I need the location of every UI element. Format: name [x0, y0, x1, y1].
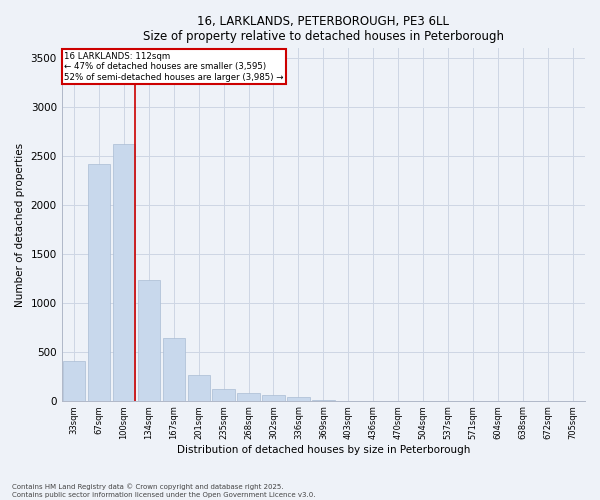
Y-axis label: Number of detached properties: Number of detached properties [15, 142, 25, 306]
Bar [63, 362, 85, 401]
Bar [287, 397, 310, 400]
Bar [163, 338, 185, 400]
X-axis label: Distribution of detached houses by size in Peterborough: Distribution of detached houses by size … [176, 445, 470, 455]
Title: 16, LARKLANDS, PETERBOROUGH, PE3 6LL
Size of property relative to detached house: 16, LARKLANDS, PETERBOROUGH, PE3 6LL Siz… [143, 15, 504, 43]
Bar [88, 164, 110, 400]
Text: 16 LARKLANDS: 112sqm
← 47% of detached houses are smaller (3,595)
52% of semi-de: 16 LARKLANDS: 112sqm ← 47% of detached h… [64, 52, 284, 82]
Text: Contains HM Land Registry data © Crown copyright and database right 2025.
Contai: Contains HM Land Registry data © Crown c… [12, 484, 316, 498]
Bar [137, 280, 160, 400]
Bar [238, 393, 260, 400]
Bar [262, 395, 285, 400]
Bar [188, 375, 210, 400]
Bar [113, 144, 135, 401]
Bar [212, 389, 235, 400]
